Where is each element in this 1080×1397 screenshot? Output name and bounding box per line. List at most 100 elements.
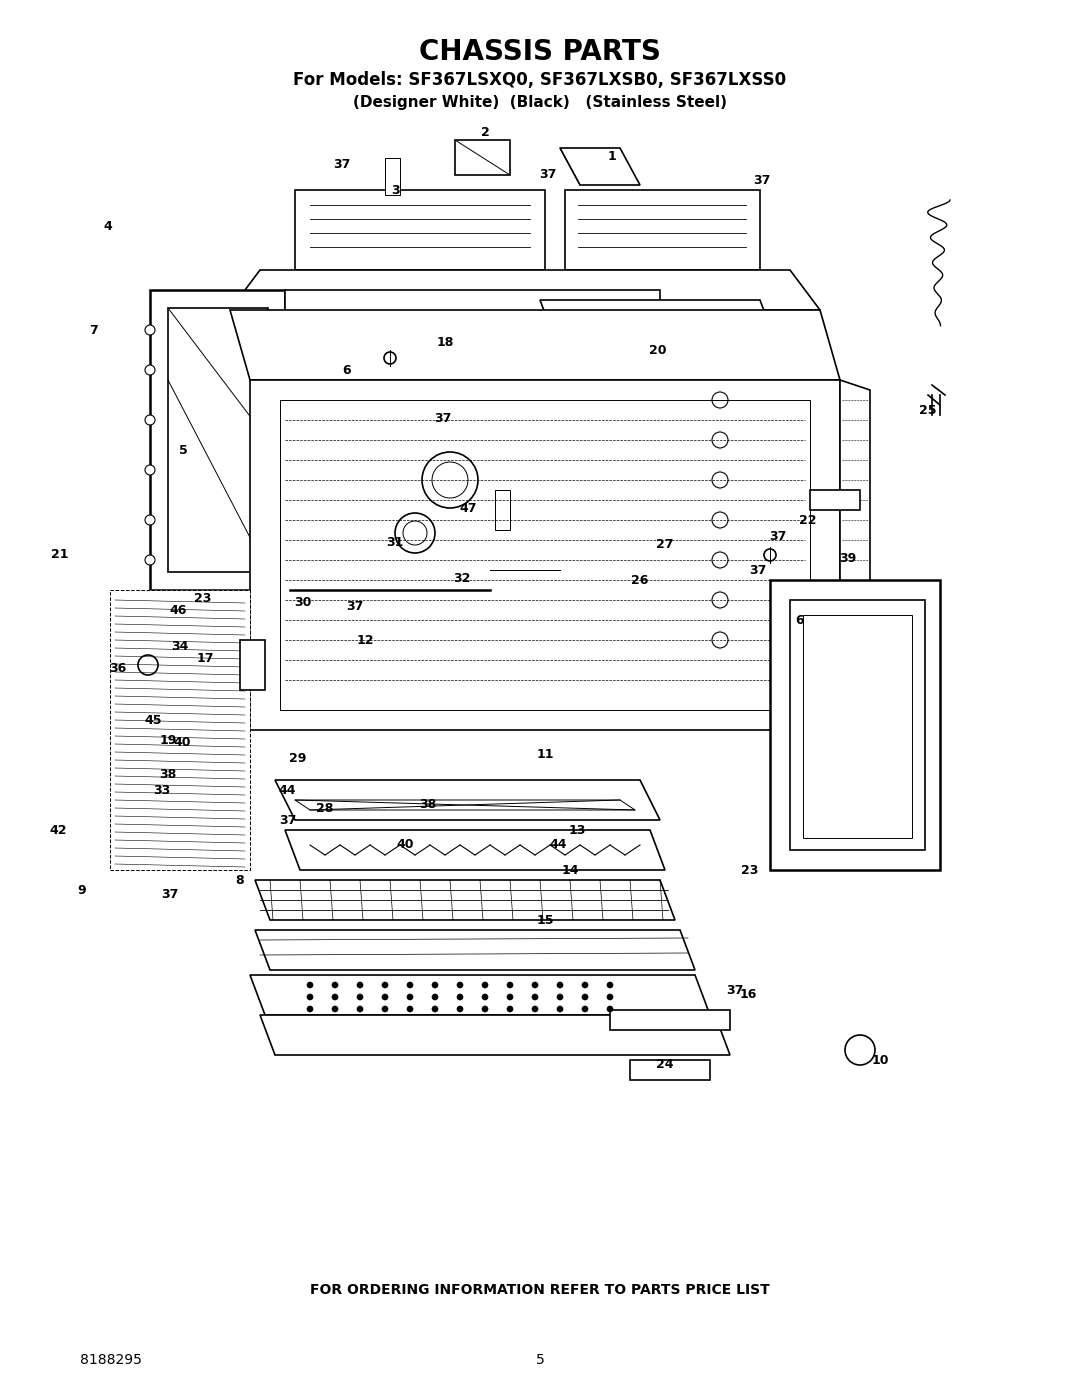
Text: 6: 6	[342, 363, 351, 377]
Text: 27: 27	[657, 538, 674, 552]
Circle shape	[432, 995, 438, 1000]
Text: 10: 10	[872, 1053, 889, 1066]
Polygon shape	[249, 975, 710, 1016]
Circle shape	[145, 365, 156, 374]
Text: 34: 34	[172, 640, 189, 652]
Text: 28: 28	[316, 802, 334, 814]
Circle shape	[432, 1006, 438, 1011]
Text: 11: 11	[537, 749, 554, 761]
Polygon shape	[630, 1060, 710, 1080]
Circle shape	[607, 982, 613, 988]
Circle shape	[145, 465, 156, 475]
Text: 8188295: 8188295	[80, 1354, 141, 1368]
Text: FOR ORDERING INFORMATION REFER TO PARTS PRICE LIST: FOR ORDERING INFORMATION REFER TO PARTS …	[310, 1282, 770, 1296]
Polygon shape	[230, 270, 820, 310]
Circle shape	[145, 326, 156, 335]
Circle shape	[845, 1035, 875, 1065]
Circle shape	[582, 995, 588, 1000]
Text: 40: 40	[396, 838, 414, 852]
Polygon shape	[610, 1010, 730, 1030]
Text: 38: 38	[419, 799, 436, 812]
Polygon shape	[255, 930, 696, 970]
Text: 37: 37	[280, 813, 297, 827]
Text: 20: 20	[649, 344, 666, 356]
Text: 15: 15	[537, 914, 554, 926]
Circle shape	[432, 982, 438, 988]
Circle shape	[332, 982, 338, 988]
Text: 5: 5	[536, 1354, 544, 1368]
Text: 24: 24	[657, 1059, 674, 1071]
Polygon shape	[295, 190, 545, 270]
Text: 14: 14	[562, 863, 579, 876]
Polygon shape	[240, 640, 265, 690]
Text: 19: 19	[160, 733, 177, 746]
Circle shape	[482, 1006, 488, 1011]
Polygon shape	[455, 140, 510, 175]
Text: 25: 25	[919, 404, 936, 416]
Text: 47: 47	[459, 502, 476, 514]
Text: 30: 30	[295, 595, 312, 609]
Polygon shape	[285, 830, 665, 870]
Text: 17: 17	[197, 651, 214, 665]
Text: 36: 36	[109, 662, 126, 675]
Text: For Models: SF367LSXQ0, SF367LXSB0, SF367LXSS0: For Models: SF367LSXQ0, SF367LXSB0, SF36…	[294, 71, 786, 89]
Polygon shape	[770, 580, 940, 870]
Text: 37: 37	[334, 158, 351, 170]
Circle shape	[145, 415, 156, 425]
Circle shape	[607, 995, 613, 1000]
Polygon shape	[255, 880, 675, 921]
Text: 3: 3	[391, 183, 400, 197]
Text: 37: 37	[347, 599, 364, 612]
Polygon shape	[285, 291, 660, 590]
Polygon shape	[565, 190, 760, 270]
Polygon shape	[168, 307, 268, 571]
Text: 38: 38	[160, 768, 177, 781]
Circle shape	[307, 995, 313, 1000]
Text: 26: 26	[632, 574, 649, 587]
Polygon shape	[810, 490, 860, 510]
Text: 37: 37	[434, 412, 451, 425]
Circle shape	[407, 995, 413, 1000]
Text: 32: 32	[454, 571, 471, 584]
Circle shape	[357, 995, 363, 1000]
Circle shape	[382, 982, 388, 988]
Text: 37: 37	[161, 888, 178, 901]
Circle shape	[482, 995, 488, 1000]
Text: 1: 1	[608, 149, 617, 162]
Polygon shape	[150, 291, 285, 590]
Text: 6: 6	[796, 613, 805, 626]
Text: 8: 8	[235, 873, 244, 887]
Text: 37: 37	[769, 529, 786, 542]
Text: 12: 12	[356, 633, 374, 647]
Circle shape	[532, 982, 538, 988]
Circle shape	[507, 1006, 513, 1011]
Circle shape	[357, 1006, 363, 1011]
Text: 5: 5	[178, 443, 187, 457]
Text: 13: 13	[568, 823, 585, 837]
Circle shape	[557, 982, 563, 988]
Text: 23: 23	[741, 863, 758, 876]
Text: 37: 37	[754, 173, 771, 187]
Text: 22: 22	[799, 514, 816, 527]
Circle shape	[332, 995, 338, 1000]
Text: CHASSIS PARTS: CHASSIS PARTS	[419, 38, 661, 66]
Polygon shape	[540, 300, 789, 380]
Circle shape	[607, 1006, 613, 1011]
Polygon shape	[384, 158, 400, 196]
Circle shape	[145, 515, 156, 525]
Text: 16: 16	[740, 989, 757, 1002]
Circle shape	[582, 1006, 588, 1011]
Text: 2: 2	[481, 126, 489, 138]
Text: 40: 40	[173, 735, 191, 749]
Text: 9: 9	[78, 883, 86, 897]
Polygon shape	[249, 380, 840, 731]
Text: 44: 44	[550, 838, 567, 852]
Circle shape	[507, 995, 513, 1000]
Text: 33: 33	[153, 784, 171, 796]
Circle shape	[482, 982, 488, 988]
Circle shape	[457, 982, 463, 988]
Polygon shape	[789, 599, 924, 849]
Text: 46: 46	[170, 604, 187, 616]
Circle shape	[557, 1006, 563, 1011]
Circle shape	[507, 982, 513, 988]
